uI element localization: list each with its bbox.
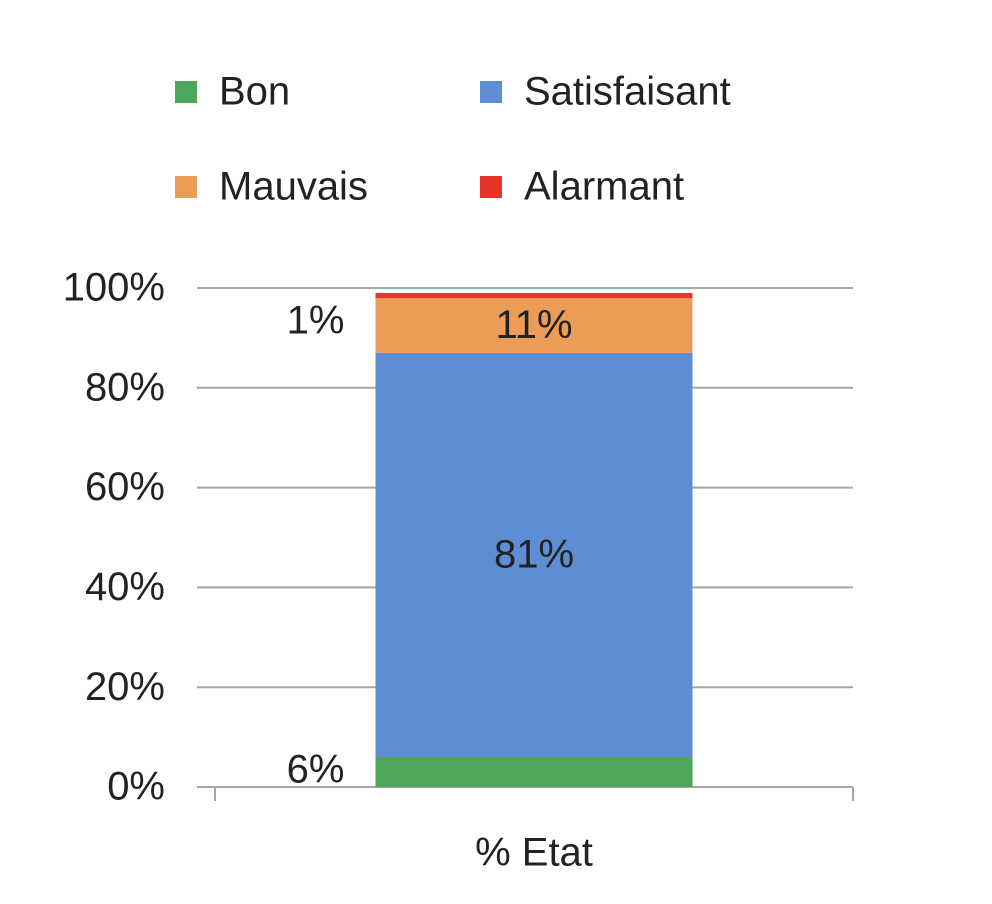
data-label: 81% <box>494 533 574 577</box>
legend-swatch <box>175 176 197 198</box>
legend-label: Alarmant <box>524 165 684 209</box>
bar-segment <box>375 292 693 298</box>
x-tick-label: % Etat <box>475 831 593 875</box>
data-label: 6% <box>287 748 345 792</box>
y-tick-label: 20% <box>85 665 165 709</box>
data-label: 1% <box>287 299 345 343</box>
legend-swatch <box>480 176 502 198</box>
y-tick-label: 100% <box>63 266 165 310</box>
bar-segment <box>375 297 693 353</box>
data-label: 11% <box>495 303 572 347</box>
bar-segment <box>375 757 693 787</box>
y-tick-label: 60% <box>85 465 165 509</box>
legend-label: Mauvais <box>219 165 368 209</box>
bar-segment <box>375 352 693 758</box>
y-tick-label: 80% <box>85 365 165 409</box>
legend-label: Satisfaisant <box>524 70 731 114</box>
legend-label: Bon <box>219 70 290 114</box>
y-tick-label: 0% <box>107 765 165 809</box>
legend-swatch <box>175 81 197 103</box>
legend-swatch <box>480 81 502 103</box>
y-tick-label: 40% <box>85 565 165 609</box>
